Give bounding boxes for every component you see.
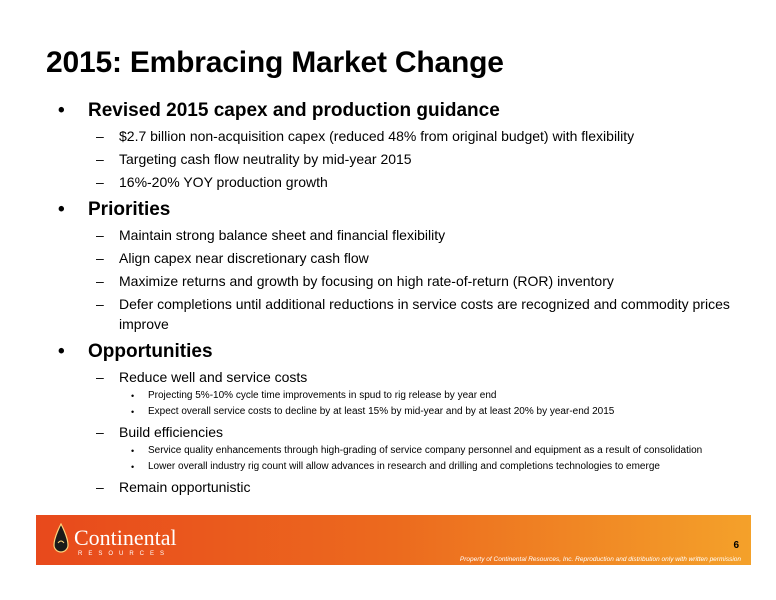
list-item: – Remain opportunistic	[58, 477, 758, 497]
dash-icon: –	[96, 479, 104, 495]
list-item: – Build efficiencies	[58, 422, 758, 442]
list-item-text: Maximize returns and growth by focusing …	[119, 273, 614, 289]
list-item: –16%-20% YOY production growth	[58, 172, 758, 192]
slide-title: 2015: Embracing Market Change	[46, 46, 504, 79]
dash-icon: –	[96, 128, 104, 144]
list-item: – Targeting cash flow neutrality by mid-y…	[58, 149, 758, 169]
dash-icon: –	[96, 369, 104, 385]
sub-list-item: • Service quality enhancements through hi…	[58, 444, 758, 458]
bullet-icon: •	[58, 100, 65, 121]
section-heading-text: Opportunities	[88, 341, 213, 362]
dash-icon: –	[96, 250, 104, 266]
copyright-notice: Property of Continental Resources, Inc. …	[459, 556, 741, 563]
list-item-text: Align capex near discretionary cash flow	[119, 250, 369, 266]
company-logo: Continental RESOURCES	[52, 523, 222, 559]
sub-list-item-text: Expect overall service costs to decline …	[148, 406, 615, 417]
list-item-text: Build efficiencies	[119, 424, 224, 440]
sub-list-item-text: Lower overall industry rig count will al…	[148, 461, 660, 472]
page-number: 6	[733, 540, 739, 551]
list-item-text: Reduce well and service costs	[119, 369, 308, 385]
list-item: – Maintain strong balance sheet and finan…	[58, 225, 758, 245]
list-item-text: Maintain strong balance sheet and financ…	[119, 227, 446, 243]
list-item-text: Targeting cash flow neutrality by mid-ye…	[119, 151, 412, 167]
bullet-icon: •	[131, 446, 135, 456]
dash-icon: –	[96, 296, 104, 312]
dash-icon: –	[96, 151, 104, 167]
dash-icon: –	[96, 424, 104, 440]
sub-list-item-text: Projecting 5%-10% cycle time improvement…	[148, 390, 497, 401]
dash-icon: –	[96, 273, 104, 289]
oil-drop-icon	[53, 523, 69, 553]
list-item-text: Remain opportunistic	[119, 479, 251, 495]
list-item: – Maximize returns and growth by focusing…	[58, 271, 758, 291]
bullet-icon: •	[131, 407, 135, 417]
section-heading-text: Revised 2015 capex and production guidan…	[88, 100, 500, 121]
section-heading: • Priorities	[58, 198, 758, 222]
sub-list-item: • Expect overall service costs to decline…	[58, 405, 758, 419]
list-item: – Defer completions until additional redu…	[58, 294, 758, 334]
list-item-text: 16%-20% YOY production growth	[119, 174, 328, 190]
footer-bar: Continental RESOURCES 6 Property of Cont…	[36, 515, 751, 565]
dash-icon: –	[96, 174, 104, 190]
section-heading: • Opportunities	[58, 340, 758, 364]
section-heading: • Revised 2015 capex and production guid…	[58, 99, 758, 123]
bullet-icon: •	[131, 462, 135, 472]
slide-content: • Revised 2015 capex and production guid…	[58, 93, 758, 497]
logo-text: Continental	[74, 525, 177, 550]
list-item-text: $2.7 billion non-acquisition capex (redu…	[119, 128, 635, 144]
list-item: – $2.7 billion non-acquisition capex (red…	[58, 126, 758, 146]
bullet-icon: •	[58, 199, 65, 220]
bullet-icon: •	[58, 341, 65, 362]
section-heading-text: Priorities	[88, 199, 171, 220]
list-item-text: Defer completions until additional reduc…	[119, 296, 730, 332]
sub-list-item: • Lower overall industry rig count will a…	[58, 460, 758, 474]
sub-list-item-text: Service quality enhancements through hig…	[148, 445, 703, 456]
logo-subtext: RESOURCES	[78, 551, 171, 557]
bullet-icon: •	[131, 391, 135, 401]
list-item: – Align capex near discretionary cash flo…	[58, 248, 758, 268]
sub-list-item: • Projecting 5%-10% cycle time improvemen…	[58, 389, 758, 403]
dash-icon: –	[96, 227, 104, 243]
list-item: – Reduce well and service costs	[58, 367, 758, 387]
